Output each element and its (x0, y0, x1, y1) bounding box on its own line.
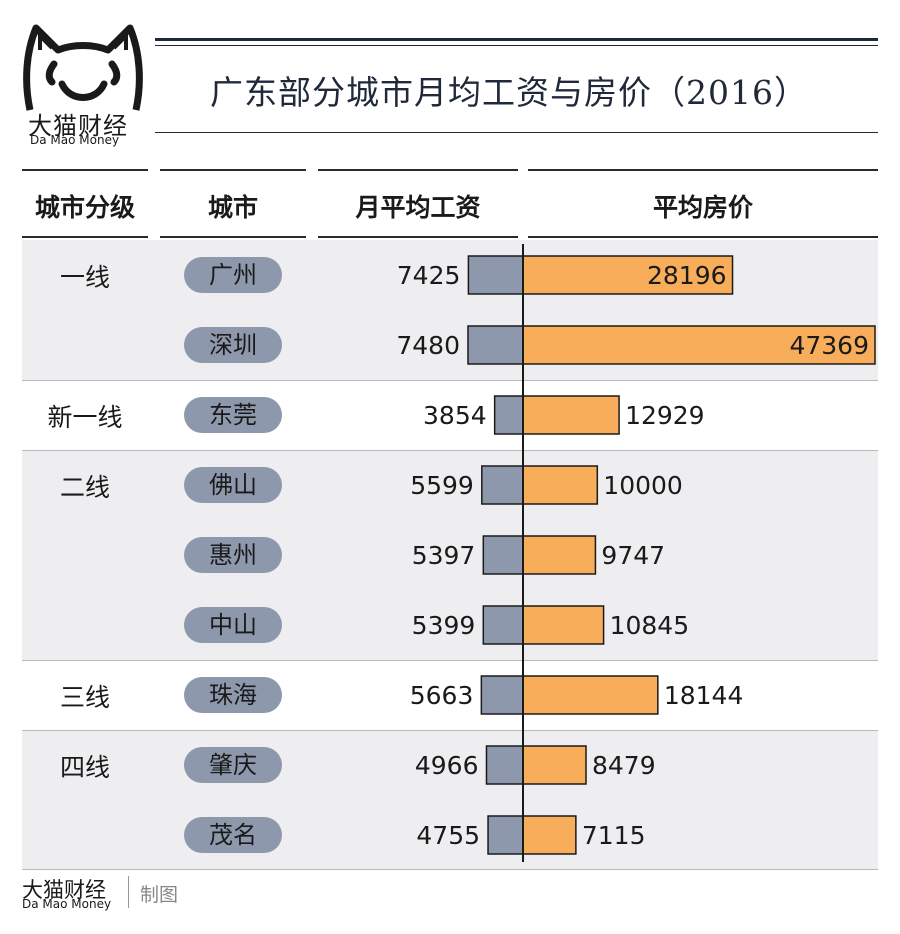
group-separator (22, 380, 878, 381)
header-price: 平均房价 (652, 193, 753, 222)
group-separator (22, 450, 878, 451)
price-value-label: 47369 (789, 331, 869, 360)
salary-value-label: 5663 (410, 681, 474, 710)
city-pill: 东莞 (184, 397, 282, 433)
header-city: 城市 (207, 193, 258, 222)
city-pill: 广州 (184, 257, 282, 293)
tier-label: 新一线 (47, 403, 123, 432)
cat-logo-icon (23, 24, 143, 111)
header-rule-top (160, 169, 306, 171)
price-bar (522, 605, 605, 645)
city-pill: 惠州 (184, 537, 282, 573)
price-value-label: 28196 (647, 261, 727, 290)
header-rule-bottom (528, 236, 878, 238)
footer-brand: 大猫财经 (22, 878, 106, 902)
city-pill: 茂名 (184, 817, 282, 853)
salary-value-label: 7425 (397, 261, 461, 290)
header-rule-bottom (160, 236, 306, 238)
header-salary: 月平均工资 (355, 193, 481, 222)
price-bar (522, 815, 577, 855)
tier-label: 三线 (59, 683, 110, 712)
salary-bar (493, 395, 524, 435)
tier-label: 二线 (59, 473, 110, 502)
title-rule-top-thin (155, 45, 878, 46)
chart-title: 广东部分城市月均工资与房价（2016） (210, 73, 808, 112)
salary-bar (481, 465, 524, 505)
header-tier: 城市分级 (34, 193, 135, 222)
price-value-label: 7115 (582, 821, 646, 850)
city-pill: 中山 (184, 607, 282, 643)
price-value-label: 10000 (603, 471, 683, 500)
price-bar (522, 465, 599, 505)
header-rule-bottom (22, 236, 148, 238)
logo-subtext: Da Mao Money (30, 133, 120, 147)
price-value-label: 10845 (610, 611, 690, 640)
salary-bar (487, 815, 524, 855)
group-separator (22, 730, 878, 731)
city-pill: 肇庆 (184, 747, 282, 783)
price-value-label: 9747 (601, 541, 665, 570)
salary-bar (467, 325, 524, 365)
salary-bar (467, 255, 524, 295)
salary-value-label: 5397 (412, 541, 476, 570)
group-separator (22, 660, 878, 661)
price-value-label: 18144 (664, 681, 744, 710)
title-rule-bottom (155, 132, 878, 133)
salary-value-label: 3854 (423, 401, 487, 430)
price-bar (522, 535, 597, 575)
salary-bar (482, 535, 524, 575)
salary-value-label: 7480 (396, 331, 460, 360)
tier-label: 四线 (59, 753, 110, 782)
group-separator (22, 869, 878, 870)
header-rule-bottom (318, 236, 518, 238)
footer-brand-en: Da Mao Money (22, 897, 112, 911)
salary-value-label: 5599 (410, 471, 474, 500)
header-rule-top (318, 169, 518, 171)
city-pill: 佛山 (184, 467, 282, 503)
price-bar (522, 745, 587, 785)
price-bar (522, 675, 659, 715)
price-value-label: 12929 (625, 401, 705, 430)
price-value-label: 8479 (592, 751, 656, 780)
footer-divider (128, 876, 129, 908)
salary-value-label: 5399 (412, 611, 476, 640)
salary-bar (482, 605, 524, 645)
salary-value-label: 4966 (415, 751, 479, 780)
price-bar (522, 325, 876, 365)
header-rule-top (22, 169, 148, 171)
price-bar (522, 395, 620, 435)
city-pill: 深圳 (184, 327, 282, 363)
salary-bar (480, 675, 524, 715)
group-band-tier2 (22, 450, 878, 660)
city-pill: 珠海 (184, 677, 282, 713)
title-rule-top (155, 38, 878, 41)
tier-label: 一线 (59, 263, 110, 292)
header-rule-top (528, 169, 878, 171)
salary-bar (485, 745, 524, 785)
group-band-tier4 (22, 730, 878, 870)
footer-made-by: 制图 (140, 884, 179, 906)
logo-text: 大猫财经 (28, 112, 128, 140)
salary-value-label: 4755 (416, 821, 480, 850)
